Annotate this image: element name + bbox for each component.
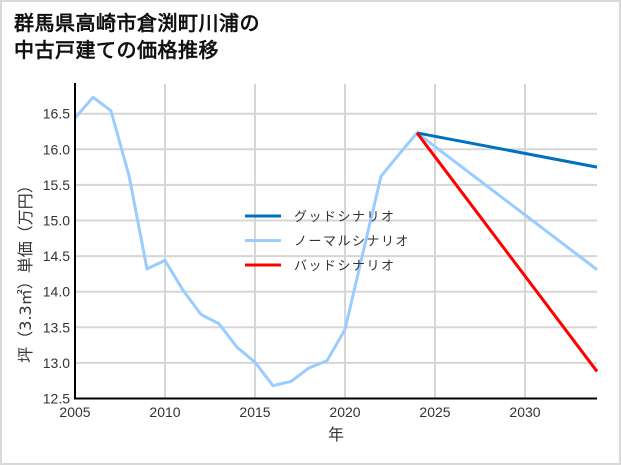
x-tick-labels: 2005 2010 2015 2020 2025 2030 <box>59 404 540 420</box>
y-tick-label: 14.5 <box>43 248 70 264</box>
x-tick-label: 2025 <box>419 404 450 420</box>
legend-label: ノーマルシナリオ <box>294 235 410 250</box>
x-tick-label: 2015 <box>239 404 270 420</box>
legend-label: バッドシナリオ <box>294 259 396 274</box>
y-tick-labels: 12.5 13.0 13.5 14.0 14.5 15.0 15.5 16.0 16.5 <box>43 106 70 407</box>
y-tick-label: 13.5 <box>43 319 70 335</box>
data-series <box>73 95 599 388</box>
series-line <box>416 131 598 169</box>
y-tick-label: 16.5 <box>43 106 70 122</box>
x-axis-label: 年 <box>328 425 344 444</box>
y-tick-label: 12.5 <box>43 391 70 407</box>
x-tick-label: 2005 <box>59 404 90 420</box>
title-line-2: 中古戸建ての価格推移 <box>14 38 219 62</box>
y-tick-label: 16.0 <box>43 141 70 157</box>
title-line-1: 群馬県高崎市倉渕町川浦の <box>14 11 260 35</box>
series-line <box>415 132 599 373</box>
y-axis-label: 坪（3.3㎡）単価（万円） <box>16 177 35 362</box>
y-tick-label: 13.0 <box>43 355 70 371</box>
gridlines <box>75 83 597 399</box>
y-tick-label: 15.0 <box>43 213 70 229</box>
y-tick-label: 14.0 <box>43 284 70 300</box>
chart-title: 群馬県高崎市倉渕町川浦の 中古戸建ての価格推移 <box>14 10 260 64</box>
x-tick-label: 2020 <box>329 404 360 420</box>
legend-label: グッドシナリオ <box>294 210 396 225</box>
x-tick-label: 2010 <box>149 404 180 420</box>
y-tick-label: 15.5 <box>43 177 70 193</box>
series-line <box>73 95 598 388</box>
x-tick-label: 2030 <box>509 404 540 420</box>
